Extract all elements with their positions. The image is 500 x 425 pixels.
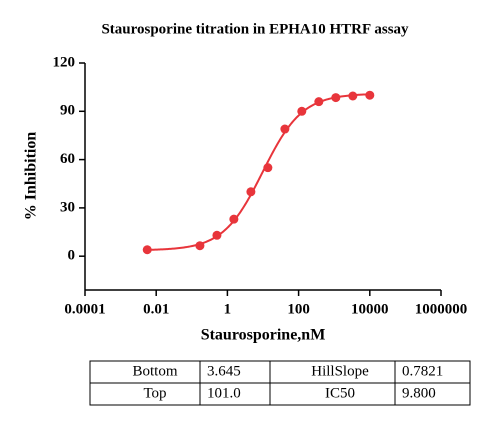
data-point	[246, 187, 256, 197]
table-cell: Top	[143, 385, 166, 401]
table-cell: 9.800	[402, 385, 436, 401]
x-tick-label: 1	[224, 301, 232, 317]
data-point	[212, 230, 222, 240]
x-tick-label: 10000	[351, 301, 389, 317]
y-tick-label: 120	[53, 54, 76, 70]
y-tick-label: 90	[60, 103, 75, 119]
y-tick-label: 30	[60, 199, 75, 215]
x-tick-label: 0.0001	[64, 301, 105, 317]
table-cell: 0.7821	[402, 363, 443, 379]
x-tick-label: 0.01	[143, 301, 169, 317]
x-tick-label: 100	[287, 301, 310, 317]
chart-title: Staurosporine titration in EPHA10 HTRF a…	[101, 21, 409, 37]
data-point	[280, 124, 290, 134]
data-point	[348, 91, 358, 101]
y-axis-label: % Inhibition	[23, 132, 40, 221]
x-axis-label: Staurosporine,nM	[201, 327, 326, 344]
data-point	[365, 90, 375, 100]
data-point	[229, 214, 239, 224]
x-tick-label: 1000000	[415, 301, 468, 317]
data-point	[263, 163, 273, 173]
y-tick-label: 0	[68, 248, 76, 264]
table-cell: Bottom	[132, 363, 177, 379]
data-point	[314, 97, 324, 107]
fit-table: Bottom 3.645 HillSlope 0.7821 Top 101.0 …	[89, 360, 471, 406]
data-point	[331, 93, 341, 103]
data-point	[297, 106, 307, 116]
table-cell: 101.0	[207, 385, 241, 401]
data-point	[195, 241, 205, 251]
table-cell: 3.645	[207, 363, 241, 379]
data-point	[142, 245, 152, 255]
table-cell: HillSlope	[311, 363, 369, 379]
table-cell: IC50	[325, 385, 355, 401]
fit-curve	[147, 93, 370, 251]
y-tick-label: 60	[60, 151, 75, 167]
